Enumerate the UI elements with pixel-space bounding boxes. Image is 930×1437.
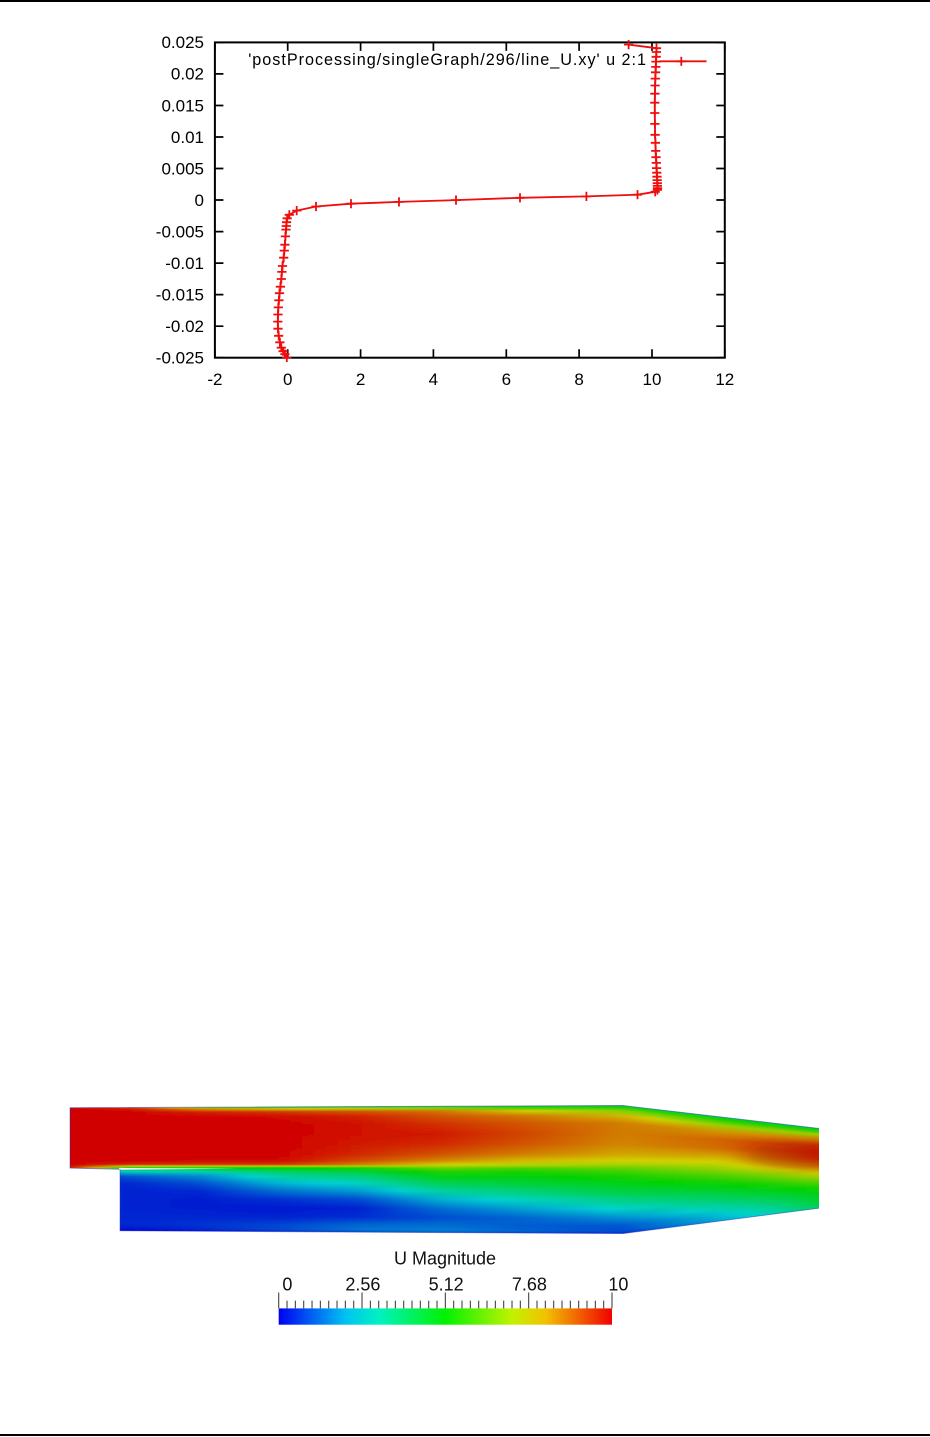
svg-text:-0.01: -0.01	[165, 254, 204, 273]
svg-text:10: 10	[643, 370, 662, 389]
svg-text:0: 0	[283, 370, 292, 389]
svg-text:0.01: 0.01	[171, 128, 204, 147]
svg-text:-0.005: -0.005	[156, 222, 204, 241]
svg-text:0.025: 0.025	[161, 33, 204, 52]
svg-text:2.56: 2.56	[345, 1275, 380, 1295]
svg-text:0: 0	[195, 191, 204, 210]
svg-text:0.005: 0.005	[161, 159, 204, 178]
svg-text:-0.025: -0.025	[156, 349, 204, 368]
svg-text:U Magnitude: U Magnitude	[394, 1249, 496, 1269]
svg-text:0.015: 0.015	[161, 96, 204, 115]
svg-text:-0.02: -0.02	[165, 317, 204, 336]
svg-text:0.02: 0.02	[171, 65, 204, 84]
svg-text:8: 8	[574, 370, 583, 389]
svg-text:'postProcessing/singleGraph/29: 'postProcessing/singleGraph/296/line_U.x…	[248, 51, 647, 69]
svg-text:12: 12	[715, 370, 734, 389]
svg-text:4: 4	[429, 370, 438, 389]
svg-text:5.12: 5.12	[429, 1275, 464, 1295]
svg-text:-2: -2	[207, 370, 222, 389]
svg-text:0: 0	[282, 1275, 292, 1295]
svg-text:10: 10	[608, 1275, 628, 1295]
svg-text:-0.015: -0.015	[156, 285, 204, 304]
svg-text:7.68: 7.68	[512, 1275, 547, 1295]
svg-text:2: 2	[356, 370, 365, 389]
svg-text:6: 6	[502, 370, 511, 389]
